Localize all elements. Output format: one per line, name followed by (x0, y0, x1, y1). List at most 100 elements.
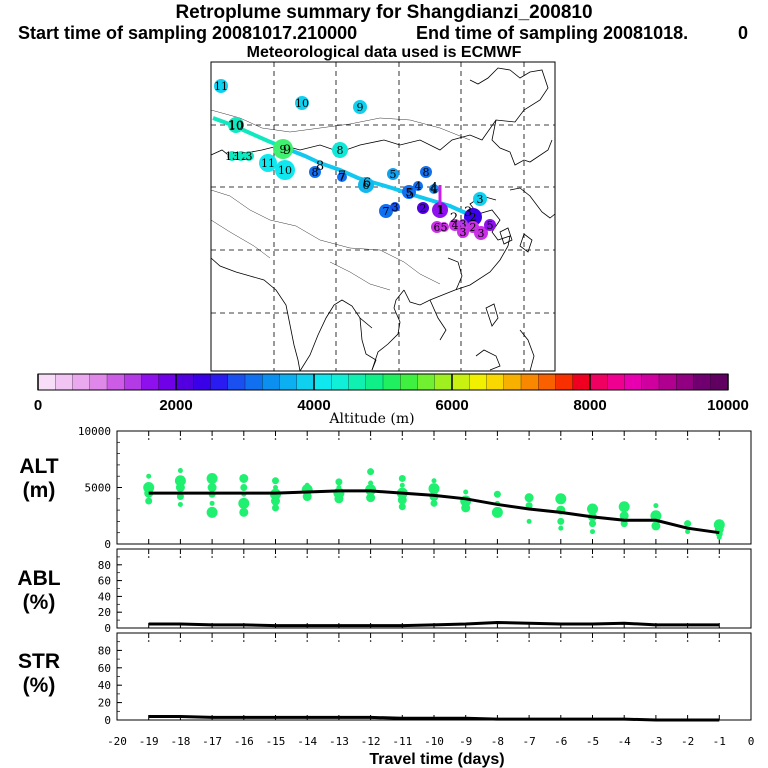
map-marker-label: 11 (261, 157, 275, 170)
colorbar-swatch (659, 374, 677, 390)
day-dot (655, 640, 657, 642)
map-marker-label: 5 (406, 186, 413, 199)
alt-scatter-point (335, 478, 343, 486)
alt-scatter-point (590, 529, 595, 535)
day-dot (686, 438, 689, 440)
alt-scatter-point (620, 520, 628, 528)
day-dot (179, 556, 182, 558)
map-marker-label: 3 (477, 193, 484, 206)
x-axis-label: Travel time (days) (369, 751, 504, 768)
trajectory-day-label: 10 (228, 119, 245, 134)
day-dot (655, 438, 657, 440)
trajectory-day-label: 5 (406, 187, 414, 202)
panel-ylabel-name: ALT (19, 455, 58, 478)
panel-abl: ABL(%) 80 60 40 20 0 (17, 548, 752, 635)
map-marker-label: 4 (431, 183, 438, 196)
map-marker-23 (417, 202, 429, 214)
ytick-label: 20 (98, 697, 111, 710)
ytick-label: 20 (98, 606, 111, 619)
alt-scatter-point (684, 520, 692, 528)
alt-scatter-point (239, 473, 249, 483)
alt-scatter-point (272, 504, 279, 512)
day-dot (338, 640, 340, 642)
day-dot (211, 438, 213, 440)
day-dot (211, 640, 213, 642)
alt-scatter-point (176, 493, 184, 501)
map-marker-label: 3 (460, 218, 467, 231)
day-dot (401, 556, 404, 558)
panel-ylabel-name: ABL (17, 567, 60, 590)
end-time-suffix: 0 (738, 23, 749, 43)
map-marker-21 (379, 204, 393, 218)
day-dot (338, 556, 340, 558)
ytick-label: 5000 (85, 482, 112, 495)
alt-scatter-point (430, 499, 438, 507)
map-marker-label: 8 (337, 144, 344, 157)
day-dot (401, 640, 404, 642)
alt-scatter-point (399, 482, 405, 488)
colorbar-swatch (590, 374, 608, 390)
alt-scatter-point (653, 503, 659, 509)
map-marker-14 (358, 177, 374, 193)
xtick-label: -20 (107, 735, 127, 748)
day-dot (686, 640, 689, 642)
alt-scatter-point (366, 493, 376, 503)
map-marker-label: 11 (214, 80, 228, 93)
map-marker-label: 7 (383, 205, 390, 218)
map-marker-3 (353, 100, 367, 114)
alt-scatter-point (145, 497, 153, 505)
trajectory-day-label: 1 (437, 203, 445, 218)
day-dot (401, 438, 404, 440)
ytick-label: 0 (104, 714, 111, 727)
colorbar-tick-label: 10000 (707, 397, 749, 414)
day-dot (433, 640, 435, 642)
alt-scatter-point (589, 520, 596, 528)
day-dot (369, 438, 372, 440)
alt-scatter-point (685, 529, 691, 535)
map-marker-17 (402, 185, 416, 199)
day-dot (623, 438, 625, 440)
alt-scatter-point (271, 496, 280, 506)
map-coastlines (210, 67, 556, 372)
colorbar-swatch (365, 374, 384, 390)
alt-scatter-point (368, 480, 374, 486)
day-dot (179, 438, 182, 440)
colorbar-swatch (469, 374, 487, 390)
map-marker-label: 5 (487, 219, 494, 232)
day-dot (560, 640, 562, 642)
colorbar-swatch (314, 374, 332, 390)
xtick-label: -7 (522, 735, 535, 748)
series-line-alt (148, 489, 720, 535)
colorbar-swatch (210, 374, 229, 390)
map-marker-label: 10 (229, 119, 243, 132)
alt-scatter-point (651, 521, 661, 531)
xtick-label: -11 (392, 735, 412, 748)
xtick-label: -14 (297, 735, 317, 748)
chart-panels: ALT(m)1000050000ABL(%)806040200STR(%)806… (17, 425, 752, 727)
day-dot (560, 438, 562, 440)
alt-scatter-point (463, 489, 469, 495)
day-dot (560, 556, 562, 558)
alt-scatter-point (619, 511, 629, 521)
xtick-label: -17 (202, 735, 222, 748)
xtick-label: -16 (234, 735, 254, 748)
map-marker-label: 3 (246, 150, 253, 163)
panel-alt: ALT(m) 10000 5000 0 (19, 425, 752, 551)
day-dot (433, 438, 435, 440)
alt-scatter-point (239, 507, 249, 517)
day-dot (496, 556, 499, 558)
map-marker-10 (259, 154, 277, 172)
day-dot (718, 640, 721, 642)
alt-scatter-point (587, 503, 598, 515)
alt-scatter-point (367, 468, 375, 476)
day-dot (464, 640, 467, 642)
colorbar-swatch (124, 374, 142, 390)
colorbar-swatch (38, 374, 56, 390)
map-marker-5 (273, 139, 293, 159)
day-dot (306, 640, 309, 642)
colorbar-tick-label: 4000 (297, 397, 330, 414)
map-marker-7 (227, 151, 237, 161)
map-marker-9 (244, 151, 254, 161)
day-dot (243, 438, 245, 440)
